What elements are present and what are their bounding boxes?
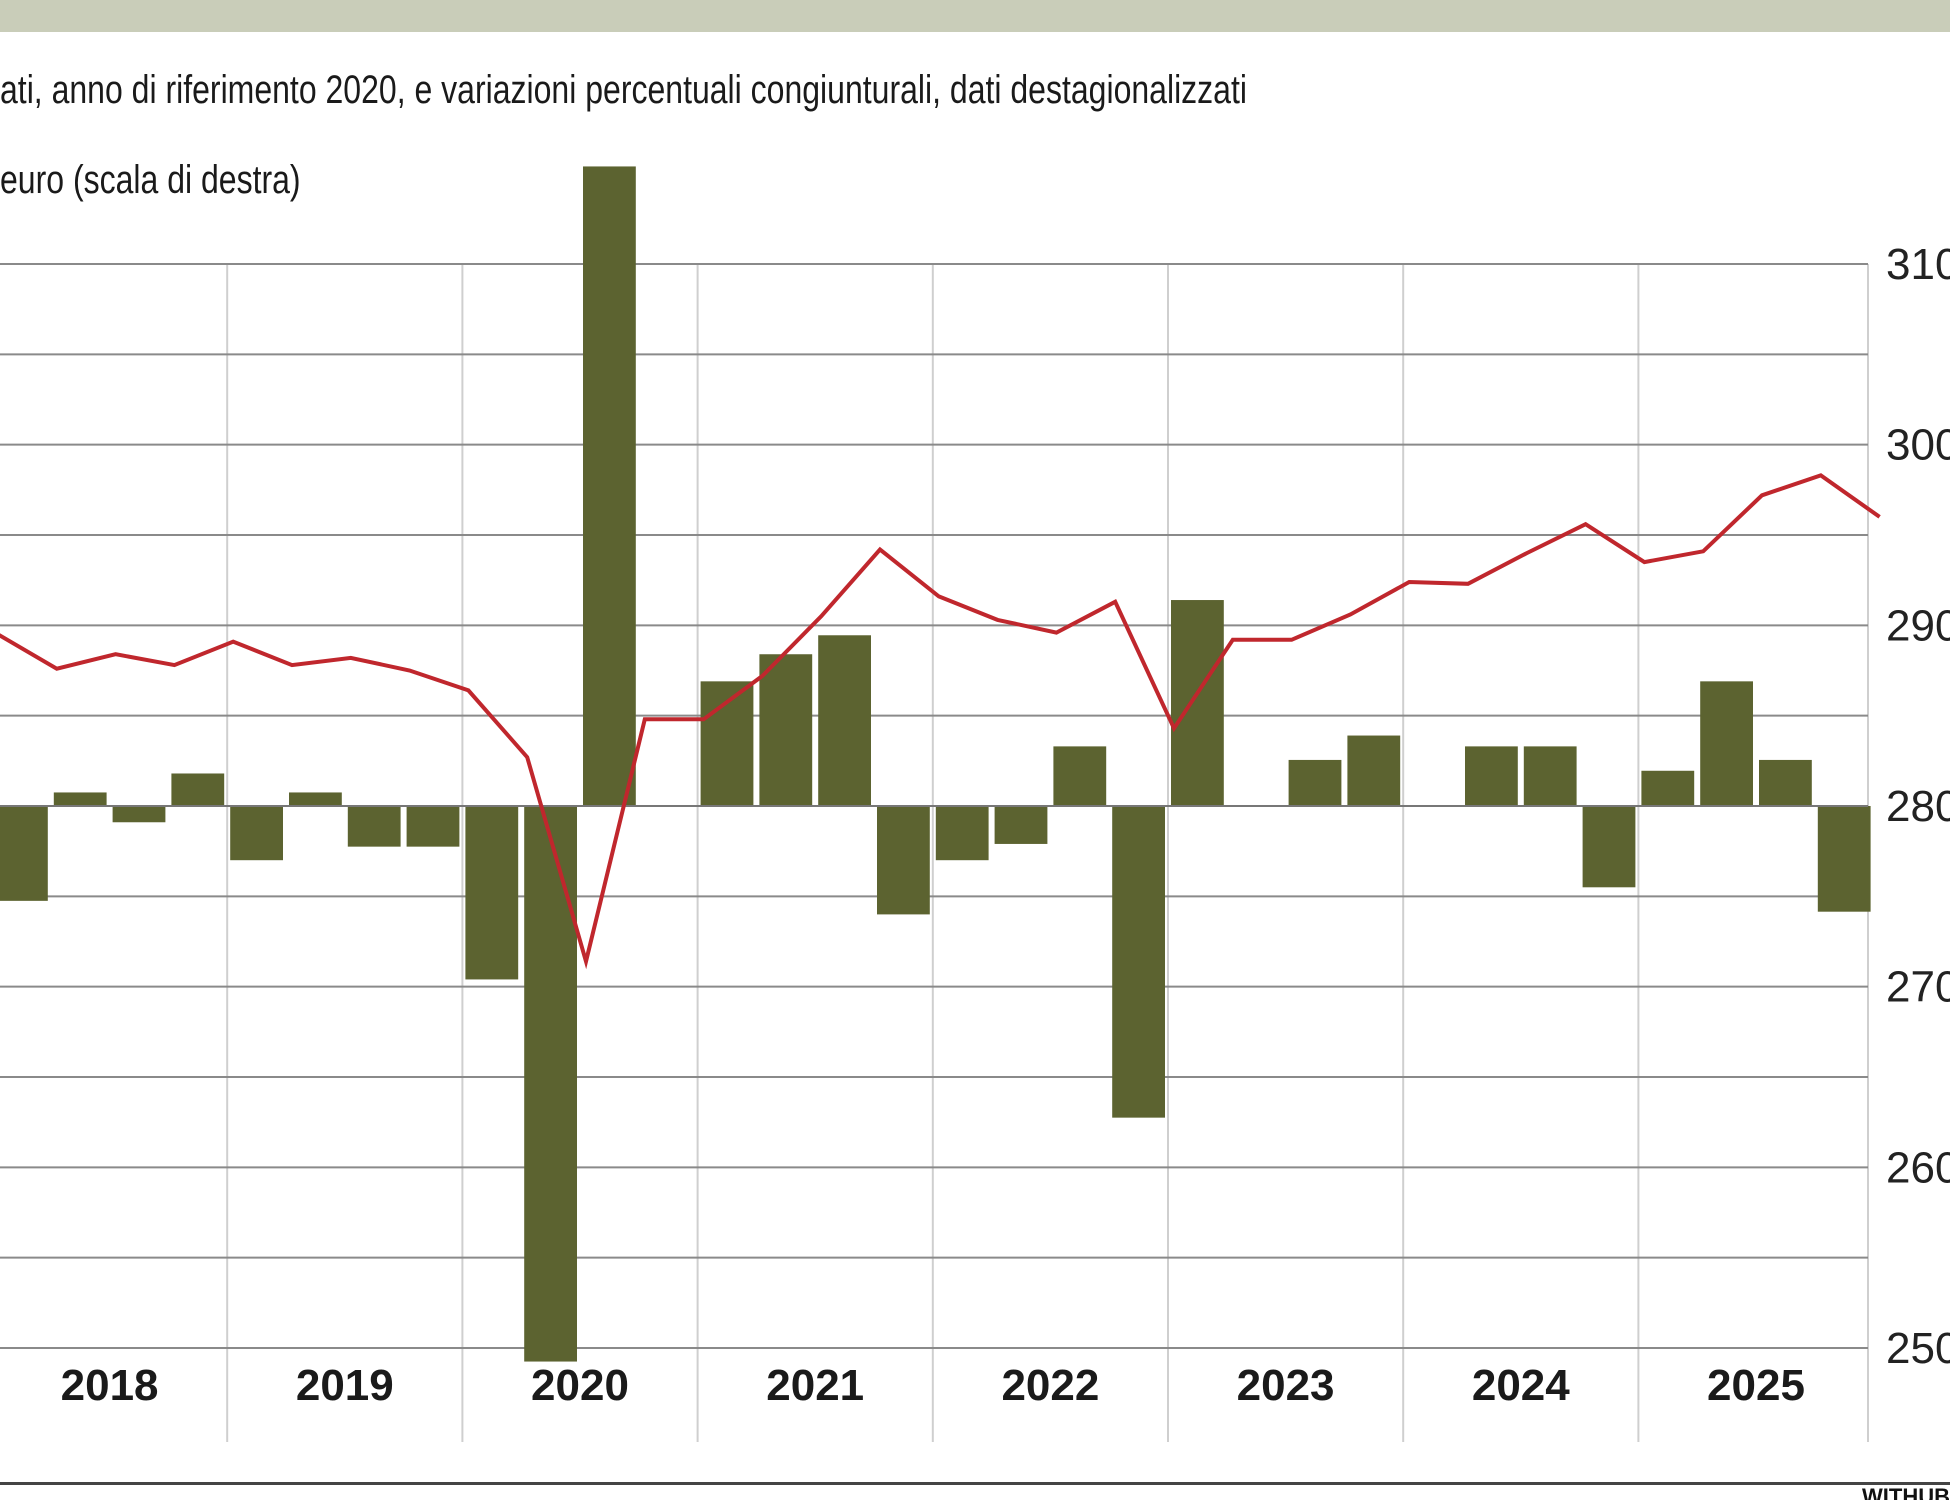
bar-2023-q1 [1171,600,1224,806]
euro-line-series [0,473,1881,970]
bar-2019-q2 [289,792,342,806]
right-axis-tick-label: 250 [1886,1324,1950,1373]
source-credit: WITHUB [1862,1484,1950,1500]
x-axis-year-label: 2018 [61,1361,159,1410]
bar-2018-q4 [171,773,225,806]
bar-2018-q3 [112,806,166,823]
x-axis-year-label: 2023 [1237,1361,1335,1410]
x-axis-year-label: 2024 [1472,1361,1570,1410]
chart-subtitle-line-2: euro (scala di destra) [0,158,301,202]
bar-2019-q1 [230,806,283,861]
bar-2025-q2 [1700,681,1753,806]
bar-2020-q1 [465,806,519,980]
bar-2025-q1 [1641,770,1695,806]
bar-2025-q3 [1759,759,1812,806]
x-axis-year-label: 2019 [296,1361,394,1410]
right-axis-tick-label: 260 [1886,1143,1950,1192]
right-axis-tick-label: 270 [1886,963,1950,1012]
top-color-band [0,0,1950,32]
x-axis-year-label: 2021 [766,1361,864,1410]
x-axis-year-label: 2020 [531,1361,629,1410]
right-axis-tick-label: 310 [1886,240,1950,289]
bar-2024-q2 [1465,746,1518,806]
right-axis-tick-label: 290 [1886,601,1950,650]
bar-2024-q4 [1582,806,1636,888]
bar-2022-q3 [1053,746,1107,806]
footer-rule [0,1482,1950,1485]
bar-2018-q2 [53,792,107,806]
x-axis-year-label: 2025 [1707,1361,1805,1410]
bar-2018-q1 [0,806,48,901]
bar-2023-q4 [1347,735,1401,806]
bar-2019-q3 [347,806,401,847]
bar-2020-q3 [583,166,636,806]
chart-subtitle-line-1: ati, anno di riferimento 2020, e variazi… [0,68,1247,112]
bar-2022-q2 [994,806,1048,844]
bar-2024-q3 [1523,746,1577,806]
bar-2021-q4 [877,806,930,915]
bar-2019-q4 [406,806,460,847]
bar-2023-q3 [1288,759,1342,806]
right-axis-tick-label: 280 [1886,782,1950,831]
bar-2021-q3 [818,635,871,806]
bar-2021-q2 [759,654,813,806]
x-axis-year-label: 2022 [1001,1361,1099,1410]
bar-2025-q4 [1817,806,1871,912]
bar-2022-q4 [1112,806,1165,1118]
bar-2022-q1 [935,806,989,861]
bar-2020-q2 [524,806,577,1362]
right-axis-tick-label: 300 [1886,421,1950,470]
